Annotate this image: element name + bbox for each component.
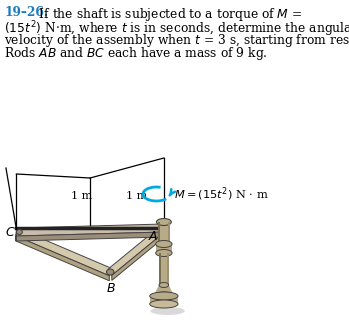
Text: $C$: $C$ — [5, 225, 16, 239]
Text: If the shaft is subjected to a torque of $M$ =: If the shaft is subjected to a torque of… — [31, 6, 303, 23]
Bar — [167, 253, 169, 285]
Ellipse shape — [106, 269, 114, 275]
Ellipse shape — [16, 230, 22, 234]
Ellipse shape — [150, 292, 178, 300]
Text: $(15t^2)$ N·m, where $t$ is in seconds, determine the angular: $(15t^2)$ N·m, where $t$ is in seconds, … — [5, 19, 349, 39]
Ellipse shape — [150, 307, 185, 315]
Polygon shape — [15, 236, 109, 281]
Bar — [158, 222, 170, 244]
Ellipse shape — [156, 219, 171, 225]
Text: Rods $AB$ and $BC$ each have a mass of 9 kg.: Rods $AB$ and $BC$ each have a mass of 9… — [5, 45, 268, 62]
Polygon shape — [16, 224, 164, 236]
Ellipse shape — [159, 282, 169, 288]
Bar — [168, 222, 170, 244]
Ellipse shape — [154, 292, 174, 300]
Ellipse shape — [150, 300, 178, 308]
Polygon shape — [16, 232, 164, 241]
Text: 1 m: 1 m — [71, 191, 92, 201]
Bar — [158, 222, 160, 244]
Bar — [159, 253, 161, 285]
Bar — [156, 244, 172, 253]
Text: 19–26.: 19–26. — [5, 6, 49, 19]
Ellipse shape — [156, 250, 172, 257]
Text: $M = (15t^2)$ N $\cdot$ m: $M = (15t^2)$ N $\cdot$ m — [174, 185, 269, 203]
Ellipse shape — [158, 241, 170, 247]
Text: $B$: $B$ — [106, 282, 116, 295]
Ellipse shape — [156, 241, 172, 248]
Text: velocity of the assembly when $t$ = 3 s, starting from rest.: velocity of the assembly when $t$ = 3 s,… — [5, 32, 349, 49]
Polygon shape — [109, 224, 165, 275]
Bar — [159, 253, 169, 285]
Bar — [150, 296, 178, 304]
Polygon shape — [154, 285, 174, 296]
Polygon shape — [112, 232, 165, 280]
Text: 1 m: 1 m — [126, 191, 147, 201]
Text: $A$: $A$ — [148, 230, 158, 243]
Polygon shape — [15, 228, 111, 276]
